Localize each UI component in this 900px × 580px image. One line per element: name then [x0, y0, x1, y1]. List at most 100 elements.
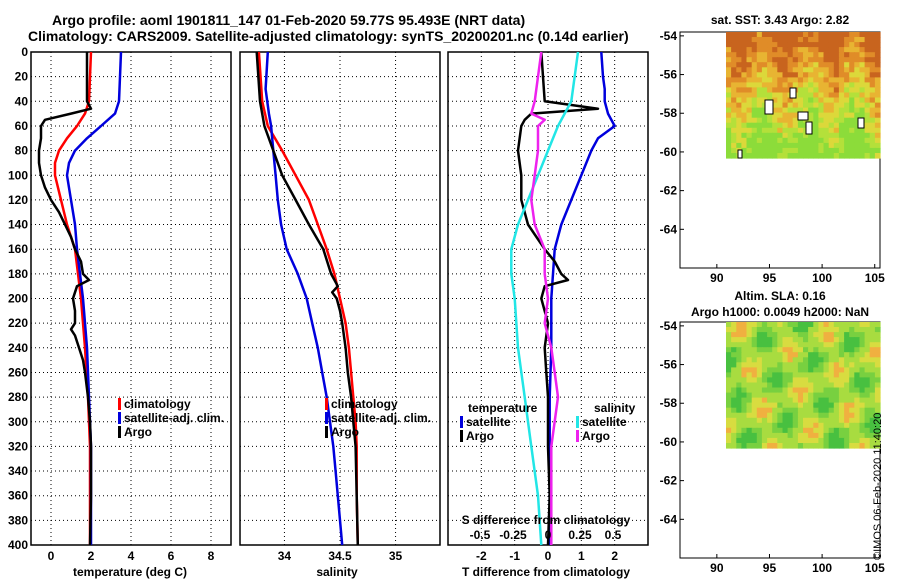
map-cell — [874, 127, 881, 134]
map-cell — [838, 47, 845, 53]
map-cell — [808, 77, 814, 83]
map-cell — [828, 142, 835, 149]
map-cell — [772, 392, 778, 399]
map-cell — [869, 62, 876, 68]
x-axis-label: salinity — [316, 565, 358, 579]
map-cell — [792, 347, 799, 353]
map-y-tick-label: -56 — [660, 68, 678, 82]
map-cell — [859, 127, 866, 134]
map-cell — [756, 332, 763, 338]
map-cell — [751, 417, 758, 424]
map-cell — [849, 107, 855, 114]
map-cell — [874, 47, 881, 53]
map-cell — [874, 52, 881, 58]
map-cell — [767, 412, 773, 419]
map-cell — [859, 437, 866, 444]
map-cell — [741, 107, 748, 114]
map-cell — [782, 372, 789, 378]
map-cell — [833, 372, 840, 378]
map-cell — [751, 62, 758, 68]
map-cell — [767, 137, 773, 144]
map-cell — [803, 102, 809, 109]
map-cell — [803, 443, 809, 449]
map-cell — [864, 147, 871, 154]
map-cell — [844, 402, 850, 409]
x-tick-label: 4 — [128, 549, 135, 563]
map-cell — [838, 342, 845, 348]
map-cell — [787, 422, 794, 429]
x-tick-label: 34.5 — [328, 549, 352, 563]
map-cell — [823, 92, 830, 99]
map-cell — [761, 137, 768, 144]
map-cell — [854, 417, 860, 424]
map-cell — [761, 422, 768, 429]
map-cell — [777, 102, 783, 109]
map-cell — [813, 47, 819, 53]
legend-label: satellite-adj. clim. — [124, 411, 224, 425]
map-cell — [838, 42, 845, 48]
map-cell — [838, 32, 845, 38]
map-cell — [761, 392, 768, 399]
map-cell — [726, 402, 732, 409]
map-cell — [854, 347, 860, 353]
map-cell — [803, 422, 809, 429]
map-cell — [746, 397, 753, 404]
map-cell — [808, 107, 814, 114]
map-cell — [782, 412, 789, 419]
top-x-axis-label: S difference from climatology — [462, 513, 631, 527]
map-cell — [874, 67, 881, 73]
map-cell — [849, 147, 855, 154]
map-cell — [787, 77, 794, 83]
map-cell — [859, 62, 866, 68]
map-x-tick-label: 90 — [710, 561, 724, 575]
map-cell — [797, 127, 804, 134]
y-tick-label: 180 — [8, 267, 28, 281]
map-cell — [844, 147, 850, 154]
map-cell — [808, 322, 814, 328]
map-cell — [726, 57, 732, 63]
map-cell — [751, 132, 758, 139]
map-cell — [777, 32, 783, 38]
map-cell — [736, 57, 742, 63]
map-cell — [874, 112, 881, 119]
map-cell — [782, 427, 789, 434]
map-cell — [874, 392, 881, 399]
map-cell — [726, 407, 732, 414]
map-cell — [859, 32, 866, 38]
map-cell — [803, 367, 809, 373]
map-cell — [751, 443, 758, 449]
y-tick-label: 220 — [8, 316, 28, 330]
map-cell — [782, 117, 789, 124]
map-cell — [869, 337, 876, 343]
map-cell — [813, 132, 819, 139]
map-cell — [849, 92, 855, 99]
map-cell — [746, 62, 753, 68]
map-cell — [777, 107, 783, 114]
map-cell — [859, 112, 866, 119]
map-cell — [772, 142, 778, 149]
map-cell — [869, 87, 876, 93]
map-cell — [818, 92, 825, 99]
map-cell — [859, 327, 866, 333]
map-cell — [746, 342, 753, 348]
map-cell — [838, 432, 845, 439]
map-cell — [818, 397, 825, 404]
map-cell — [813, 417, 819, 424]
map-cell — [869, 142, 876, 149]
map-cell — [869, 407, 876, 414]
map-cell — [767, 47, 773, 53]
map-cell — [823, 412, 830, 419]
map-cell — [741, 47, 748, 53]
map-cell — [761, 62, 768, 68]
map-cell — [726, 112, 732, 119]
map-cell — [761, 52, 768, 58]
map-cell — [756, 387, 763, 394]
map-cell — [782, 422, 789, 429]
map-cell — [746, 47, 753, 53]
map-cell — [782, 137, 789, 144]
map-cell — [756, 407, 763, 414]
map-cell — [813, 52, 819, 58]
map-cell — [859, 443, 866, 449]
map-cell — [849, 322, 855, 328]
map-cell — [741, 337, 748, 343]
